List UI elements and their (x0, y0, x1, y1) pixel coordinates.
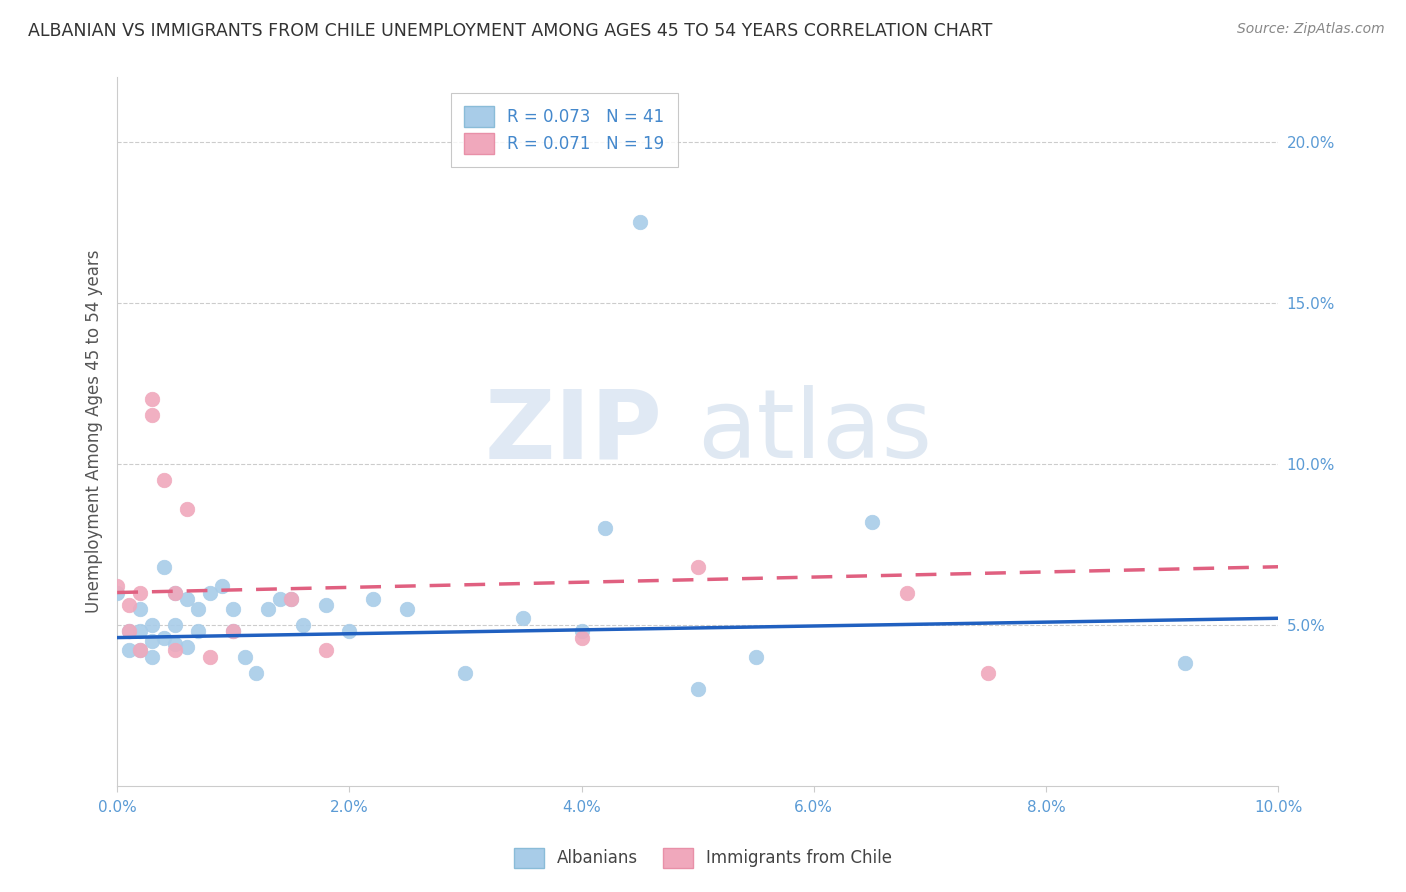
Point (593, 521, 616, 535)
Point (245, 665, 267, 680)
Point (977, 665, 1000, 680)
Point (269, 591, 291, 606)
Point (165, 643, 187, 657)
Text: Source: ZipAtlas.com: Source: ZipAtlas.com (1237, 22, 1385, 37)
Point (118, 643, 141, 657)
Point (105, 585, 128, 599)
Point (211, 579, 233, 593)
Point (129, 601, 152, 615)
Point (396, 601, 419, 615)
Point (315, 599, 337, 613)
Point (165, 637, 187, 651)
Point (165, 617, 187, 632)
Point (512, 611, 534, 625)
Point (152, 631, 174, 645)
Point (280, 591, 302, 606)
Point (118, 624, 141, 639)
Point (141, 409, 163, 423)
Point (141, 617, 163, 632)
Point (222, 624, 245, 639)
Point (233, 649, 256, 664)
Legend: R = 0.073   N = 41, R = 0.071   N = 19: R = 0.073 N = 41, R = 0.071 N = 19 (450, 93, 678, 167)
Point (628, 215, 651, 229)
Point (129, 643, 152, 657)
Point (152, 473, 174, 487)
Point (571, 631, 593, 645)
Point (860, 515, 883, 529)
Point (187, 624, 209, 639)
Point (222, 624, 245, 639)
Point (686, 682, 709, 697)
Point (141, 649, 163, 664)
Point (198, 585, 221, 599)
Point (176, 591, 198, 606)
Point (129, 624, 152, 639)
Point (105, 579, 128, 593)
Text: ALBANIAN VS IMMIGRANTS FROM CHILE UNEMPLOYMENT AMONG AGES 45 TO 54 YEARS CORRELA: ALBANIAN VS IMMIGRANTS FROM CHILE UNEMPL… (28, 22, 993, 40)
Point (222, 601, 245, 615)
Point (337, 624, 360, 639)
Point (118, 599, 141, 613)
Point (571, 624, 593, 639)
Point (152, 559, 174, 574)
Point (1174, 657, 1197, 671)
Point (165, 585, 187, 599)
Point (176, 501, 198, 516)
Point (141, 392, 163, 407)
Text: ZIP: ZIP (485, 385, 662, 478)
Point (454, 665, 477, 680)
Point (896, 585, 918, 599)
Point (686, 559, 709, 574)
Point (315, 643, 337, 657)
Point (141, 633, 163, 648)
Point (129, 585, 152, 599)
Point (176, 640, 198, 655)
Point (165, 585, 187, 599)
Point (118, 624, 141, 639)
Point (744, 649, 766, 664)
Point (361, 591, 384, 606)
Point (291, 617, 314, 632)
Point (257, 601, 280, 615)
Point (280, 591, 302, 606)
Text: atlas: atlas (697, 385, 932, 478)
Point (129, 643, 152, 657)
Point (198, 649, 221, 664)
Legend: Albanians, Immigrants from Chile: Albanians, Immigrants from Chile (508, 841, 898, 875)
Point (187, 601, 209, 615)
Y-axis label: Unemployment Among Ages 45 to 54 years: Unemployment Among Ages 45 to 54 years (86, 250, 103, 614)
